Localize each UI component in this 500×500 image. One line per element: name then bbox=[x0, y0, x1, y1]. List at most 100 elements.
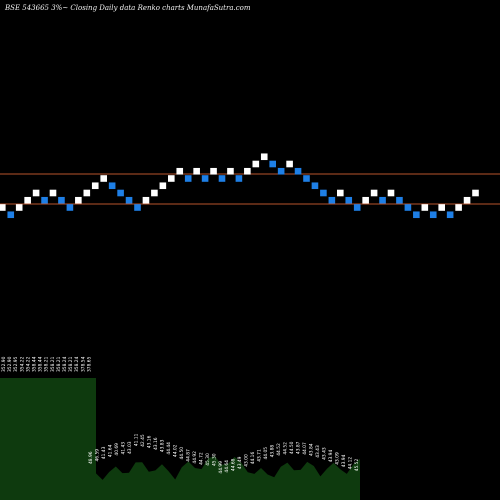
renko-brick-down bbox=[429, 211, 437, 219]
renko-brick-down bbox=[218, 175, 226, 182]
brick-label: 378.65 bbox=[86, 356, 92, 372]
renko-brick-down bbox=[108, 182, 116, 190]
brick-label: 46.59 bbox=[95, 449, 101, 462]
renko-brick-up bbox=[193, 167, 200, 175]
renko-brick-down bbox=[311, 182, 319, 190]
renko-brick-down bbox=[184, 175, 192, 182]
renko-brick-up bbox=[49, 189, 57, 197]
renko-brick-up bbox=[176, 167, 184, 175]
renko-brick-up bbox=[472, 189, 479, 197]
renko-brick-up bbox=[252, 160, 260, 168]
renko-brick-up bbox=[438, 204, 445, 211]
renko-brick-up bbox=[387, 189, 395, 197]
renko-brick-up bbox=[362, 196, 369, 204]
brick-label: 358.21 bbox=[50, 356, 56, 372]
brick-label: 43.00 bbox=[244, 454, 250, 467]
renko-brick-down bbox=[413, 211, 420, 219]
renko-brick-down bbox=[320, 189, 327, 197]
renko-brick-up bbox=[260, 153, 268, 161]
renko-brick-down bbox=[269, 160, 276, 168]
renko-brick-down bbox=[134, 204, 141, 211]
bricks-layer bbox=[0, 153, 479, 219]
renko-brick-down bbox=[235, 175, 243, 182]
renko-brick-up bbox=[210, 167, 217, 175]
renko-brick-up bbox=[421, 204, 429, 211]
renko-brick-up bbox=[15, 204, 23, 211]
renko-brick-down bbox=[7, 211, 15, 219]
brick-label: 352.90 bbox=[1, 356, 7, 372]
renko-brick-up bbox=[151, 189, 158, 197]
brick-label: 44.50 bbox=[179, 447, 185, 460]
brick-label: 48.96 bbox=[88, 451, 94, 464]
brick-label: 43.03 bbox=[127, 441, 133, 454]
brick-label: 43.94 bbox=[328, 450, 334, 463]
brick-label: 43.49 bbox=[237, 456, 243, 469]
brick-label: 44.50 bbox=[289, 441, 295, 454]
brick-label: 41.43 bbox=[120, 442, 126, 455]
brick-label: 44.16 bbox=[250, 452, 256, 465]
brick-label: 358.21 bbox=[68, 356, 74, 372]
brick-label: 43.09 bbox=[335, 452, 341, 465]
renko-brick-up bbox=[286, 160, 293, 168]
brick-label: 43.43 bbox=[322, 447, 328, 460]
brick-label: 44.72 bbox=[198, 452, 204, 465]
renko-brick-up bbox=[455, 204, 462, 211]
brick-label: 358.24 bbox=[74, 356, 80, 372]
renko-brick-up bbox=[159, 182, 167, 190]
renko-brick-up bbox=[337, 189, 344, 197]
brick-label: 43.84 bbox=[309, 443, 315, 456]
brick-label: 43.43 bbox=[315, 445, 321, 458]
brick-label: 43.87 bbox=[296, 441, 302, 454]
renko-brick-up bbox=[227, 167, 234, 175]
renko-brick-down bbox=[396, 196, 403, 204]
brick-label: 352.95 bbox=[13, 356, 19, 372]
brick-label: 354.22 bbox=[25, 356, 31, 372]
brick-label: 44.64 bbox=[224, 460, 230, 473]
brick-label: 354.22 bbox=[19, 356, 25, 372]
renko-brick-down bbox=[353, 204, 361, 211]
brick-label: 44.87 bbox=[185, 449, 191, 462]
renko-brick-down bbox=[294, 167, 302, 175]
renko-brick-up bbox=[142, 196, 150, 204]
renko-brick-down bbox=[41, 196, 48, 204]
renko-brick-up bbox=[24, 196, 31, 204]
brick-label: 40.69 bbox=[114, 443, 120, 456]
renko-brick-up bbox=[370, 189, 378, 197]
renko-brick-down bbox=[446, 211, 454, 219]
renko-brick-down bbox=[277, 167, 285, 175]
brick-label: 44.92 bbox=[192, 451, 198, 464]
renko-brick-down bbox=[345, 196, 353, 204]
renko-brick-up bbox=[32, 189, 40, 197]
volume-layer bbox=[0, 378, 360, 500]
renko-brick-up bbox=[83, 189, 91, 197]
brick-label: 358.44 bbox=[32, 356, 38, 372]
renko-brick-up bbox=[244, 167, 251, 175]
renko-brick-up bbox=[75, 196, 82, 204]
brick-label: 41.11 bbox=[133, 433, 139, 446]
brick-label: 43.83 bbox=[159, 439, 165, 452]
brick-label: 41.64 bbox=[108, 444, 114, 457]
reference-lines bbox=[0, 173, 500, 205]
brick-label: 45.30 bbox=[211, 453, 217, 466]
brick-label: 44.05 bbox=[263, 447, 269, 460]
renko-brick-down bbox=[404, 204, 412, 211]
renko-brick-down bbox=[303, 175, 310, 182]
brick-label: 44.12 bbox=[348, 457, 354, 470]
brick-label: 43.88 bbox=[270, 445, 276, 458]
renko-brick-down bbox=[66, 204, 74, 211]
brick-label: 358.21 bbox=[44, 356, 50, 372]
brick-label: 44.07 bbox=[302, 442, 308, 455]
brick-label: 43.16 bbox=[153, 437, 159, 450]
brick-label: 43.71 bbox=[257, 449, 263, 462]
renko-brick-up bbox=[0, 204, 6, 211]
renko-brick-down bbox=[379, 196, 386, 204]
volume-area bbox=[0, 378, 360, 500]
renko-brick-down bbox=[328, 196, 336, 204]
brick-label: 45.52 bbox=[354, 459, 360, 472]
brick-label: 352.90 bbox=[7, 356, 13, 372]
renko-brick-up bbox=[100, 175, 107, 182]
brick-label: 43.94 bbox=[341, 454, 347, 467]
renko-brick-down bbox=[117, 189, 124, 197]
